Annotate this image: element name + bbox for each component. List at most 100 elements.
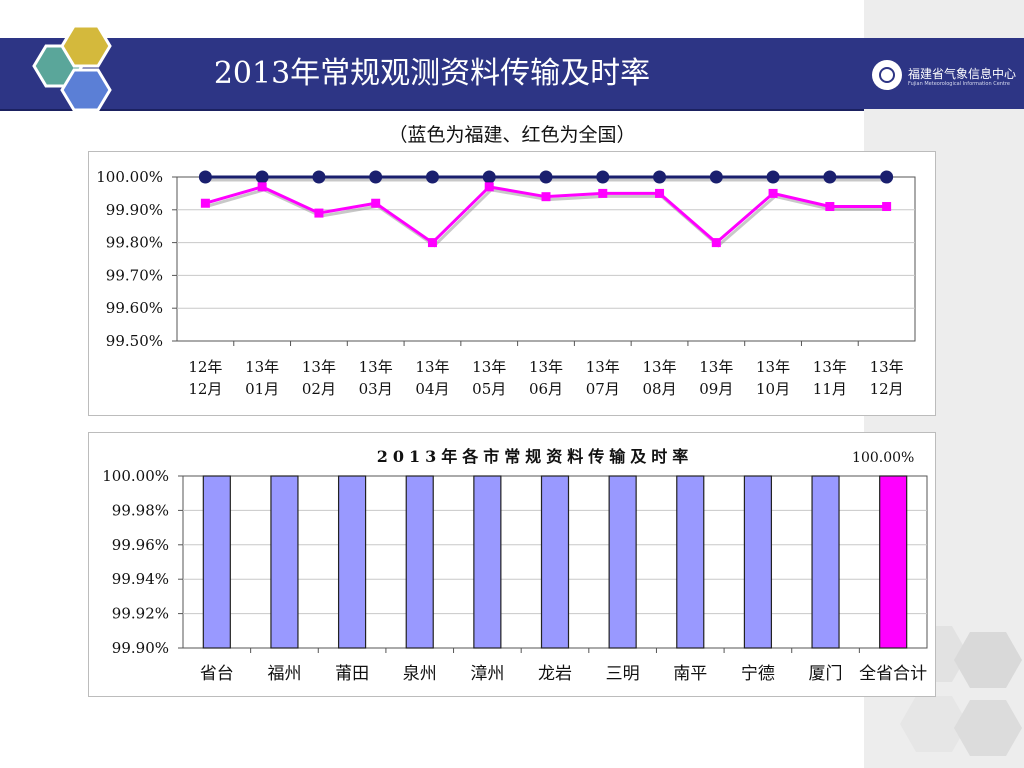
x-tick-label-line: 13年 [813, 358, 847, 376]
series-0-point [709, 170, 723, 184]
bar [473, 475, 502, 649]
x-tick-label-line: 13年 [415, 358, 449, 376]
series-1-point [711, 238, 721, 248]
x-tick-label: 13年 09月 [699, 358, 733, 398]
x-tick-label-line: 12月 [188, 380, 222, 398]
x-tick-label: 厦门 [809, 664, 843, 684]
y-tick-label: 99.50% [106, 332, 163, 350]
hex-logo-decor [32, 24, 112, 112]
x-tick-label-line: 13年 [359, 358, 393, 376]
x-tick-label: 13年 11月 [813, 358, 847, 398]
institution-logo-icon [872, 60, 902, 90]
x-tick-label-line: 11月 [813, 380, 847, 398]
bar [879, 475, 908, 649]
x-tick-label: 漳州 [470, 664, 504, 684]
series-0-point [596, 170, 610, 184]
x-tick-label: 省台 [200, 664, 234, 684]
x-tick-label: 三明 [606, 664, 640, 684]
y-tick-label: 99.60% [106, 299, 163, 317]
series-1-point [484, 182, 494, 192]
bar [811, 475, 840, 649]
series-1-point [598, 188, 608, 198]
x-tick-label: 全省合计 [859, 664, 927, 684]
x-tick-label: 南平 [673, 664, 707, 684]
series-0-point [425, 170, 439, 184]
bar [337, 475, 367, 649]
x-tick-label: 13年 08月 [642, 358, 676, 398]
y-tick-label: 99.92% [112, 605, 169, 623]
logo-subtext: Fujian Meteorological Information Centre [908, 81, 1010, 87]
y-tick-label: 99.94% [112, 570, 169, 588]
x-tick-label-line: 13年 [302, 358, 336, 376]
x-tick-label: 13年 06月 [529, 358, 563, 398]
x-tick-label: 宁德 [741, 664, 775, 684]
x-tick-label: 12年 12月 [188, 358, 222, 398]
series-1-point [314, 208, 324, 218]
series-1-point [427, 238, 437, 248]
series-0-point [880, 170, 894, 184]
y-tick-label: 100.00% [96, 168, 163, 186]
header-bar [0, 38, 864, 111]
y-tick-label: 99.98% [112, 501, 169, 519]
logo-text: 福建省气象信息中心 [908, 67, 1017, 81]
series-1-point [257, 182, 267, 192]
x-tick-label-line: 07月 [586, 380, 620, 398]
series-0-point [823, 170, 837, 184]
x-tick-label-line: 09月 [699, 380, 733, 398]
bar [540, 475, 570, 649]
x-tick-label: 莆田 [335, 664, 369, 684]
series-0-point [198, 170, 212, 184]
x-tick-label-line: 13年 [699, 358, 733, 376]
x-tick-label: 13年 04月 [415, 358, 449, 398]
x-tick-label: 泉州 [403, 664, 437, 684]
x-tick-label-line: 13年 [245, 358, 279, 376]
x-tick-label-line: 03月 [359, 380, 393, 398]
x-tick-label-line: 06月 [529, 380, 563, 398]
x-tick-label-line: 13年 [642, 358, 676, 376]
x-tick-label-line: 12月 [870, 380, 904, 398]
series-1-point [655, 188, 665, 198]
x-tick-label: 13年 01月 [245, 358, 279, 398]
y-tick-label: 99.70% [106, 266, 163, 284]
x-tick-label-line: 01月 [245, 380, 279, 398]
x-tick-label: 福州 [267, 664, 301, 684]
y-tick-label: 100.00% [102, 467, 169, 485]
series-1-point [541, 192, 551, 202]
x-tick-label-line: 13年 [472, 358, 506, 376]
series-1-point [825, 202, 835, 212]
series-1-point [882, 202, 892, 212]
x-tick-label-line: 04月 [415, 380, 449, 398]
bar-chart-panel: 2013年各市常规资料传输及时率 100.00% 99.98% 99.96% 99.94… [88, 432, 936, 697]
bar [743, 475, 773, 649]
y-tick-label: 99.90% [112, 639, 169, 657]
x-tick-label-line: 13年 [529, 358, 563, 376]
x-tick-label-line: 05月 [472, 380, 506, 398]
x-tick-label: 13年 10月 [756, 358, 790, 398]
series-1-point [768, 188, 778, 198]
x-tick-label-line: 13年 [870, 358, 904, 376]
bar [270, 475, 299, 649]
x-tick-label-line: 02月 [302, 380, 336, 398]
series-0-point [312, 170, 326, 184]
series-0-point [255, 170, 269, 184]
x-tick-label: 13年 07月 [586, 358, 620, 398]
series-1-point [371, 198, 381, 208]
bar [405, 475, 434, 649]
x-tick-label-line: 13年 [586, 358, 620, 376]
series-0-point [539, 170, 553, 184]
bar [608, 475, 637, 649]
series-1-point [200, 198, 210, 208]
x-tick-label: 13年 05月 [472, 358, 506, 398]
x-tick-label: 13年 12月 [870, 358, 904, 398]
line-chart-panel: 100.00% 99.90% 99.80% 99.70% 99.60% 99.50% 12年… [88, 151, 936, 416]
x-tick-label-line: 08月 [642, 380, 676, 398]
bar [202, 475, 231, 649]
y-tick-label: 99.80% [106, 234, 163, 252]
x-tick-label: 13年 03月 [359, 358, 393, 398]
bar-data-label: 100.00% [852, 450, 914, 466]
x-tick-label-line: 13年 [756, 358, 790, 376]
x-tick-label-line: 10月 [756, 380, 790, 398]
bar [676, 475, 705, 649]
line-chart: 100.00% 99.90% 99.80% 99.70% 99.60% 99.50% 12年… [96, 168, 916, 398]
